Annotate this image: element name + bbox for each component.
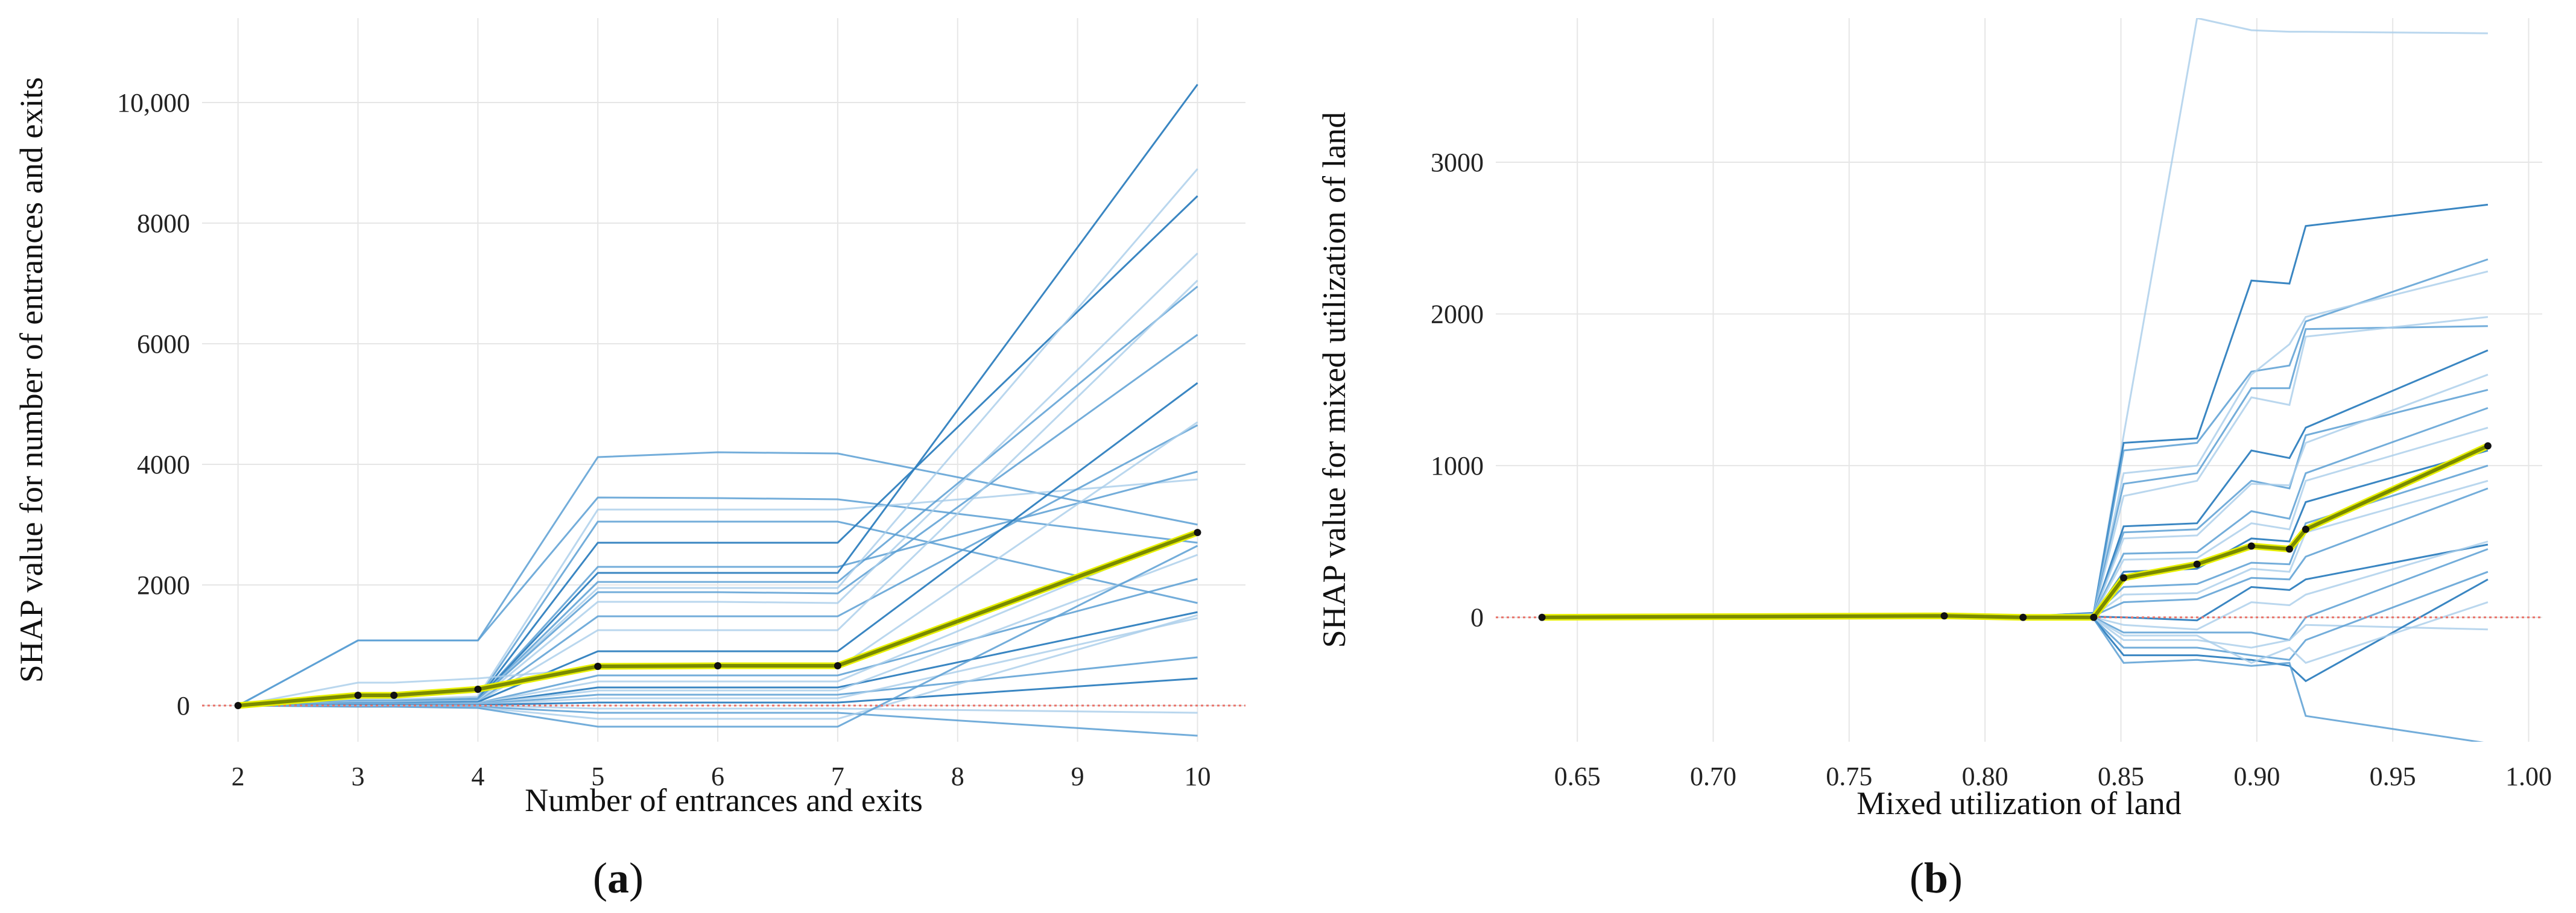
average-point [354, 692, 362, 699]
y-tick-label: 4000 [137, 450, 190, 479]
average-point [2193, 560, 2201, 568]
x-tick-label: 10 [1184, 762, 1210, 791]
x-tick-label: 0.80 [1962, 762, 2008, 791]
average-point [2285, 545, 2293, 553]
y-tick-label: 3000 [1431, 148, 1484, 177]
average-line [238, 531, 1198, 707]
average-point [2484, 442, 2492, 450]
ice-line [238, 545, 1198, 728]
x-tick-label: 2 [232, 762, 245, 791]
y-axis-label: SHAP value for number of entrances and e… [13, 77, 49, 683]
x-tick-label: 0.95 [2370, 762, 2416, 791]
x-tick-label: 0.65 [1554, 762, 1601, 791]
average-point [594, 663, 602, 670]
y-tick-label: 6000 [137, 329, 190, 359]
y-tick-label: 2000 [137, 570, 190, 600]
x-axis-label: Mixed utilization of land [1856, 785, 2181, 821]
average-point [834, 662, 841, 669]
x-tick-label: 8 [951, 762, 964, 791]
y-tick-label: 2000 [1431, 300, 1484, 329]
panel-caption: (b) [1910, 854, 1963, 902]
average-point [1194, 529, 1201, 536]
x-tick-label: 0.90 [2233, 762, 2280, 791]
average-point [2247, 542, 2255, 550]
average-point [234, 702, 242, 709]
y-tick-label: 0 [177, 691, 190, 721]
chart-panel-a: 2 3 4 5 6 7 8 9 10 0 2000 4000 6000 8000 10,000 Number … [13, 18, 1245, 902]
average-line [1542, 444, 2489, 619]
x-tick-label: 7 [831, 762, 844, 791]
average-point [714, 662, 722, 669]
average-point [2120, 574, 2127, 582]
ice-line [238, 478, 1198, 707]
ice-line [237, 496, 1198, 707]
average-point [390, 692, 398, 699]
plot-area [202, 84, 1245, 737]
y-axis-label: SHAP value for mixed utilization of land [1316, 112, 1352, 648]
plot-area [1496, 18, 2542, 742]
y-tick-label: 0 [1470, 603, 1484, 633]
x-tick-label: 5 [591, 762, 604, 791]
x-tick-label: 4 [471, 762, 484, 791]
average-point [1538, 613, 1546, 621]
x-tick-label: 9 [1071, 762, 1084, 791]
average-point [2302, 525, 2309, 533]
average-point [2019, 613, 2027, 621]
ice-line [238, 252, 1198, 707]
y-tick-label: 1000 [1431, 451, 1484, 481]
average-point [2090, 613, 2098, 621]
x-tick-label: 3 [352, 762, 365, 791]
y-tick-label: 8000 [137, 209, 190, 238]
x-tick-label: 0.85 [2098, 762, 2144, 791]
x-axis-label: Number of entrances and exits [525, 782, 923, 818]
x-tick-label: 0.70 [1690, 762, 1736, 791]
average-point [474, 686, 482, 693]
average-point [1940, 612, 1948, 620]
chart-panel-b: 0.65 0.70 0.75 0.80 0.85 0.90 0.95 1.00 0 1000 200… [1316, 18, 2552, 902]
x-tick-label: 0.75 [1826, 762, 1872, 791]
y-tick-label: 10,000 [117, 88, 190, 118]
x-tick-label: 6 [711, 762, 724, 791]
panel-caption: (a) [593, 854, 644, 902]
ice-line [238, 520, 1198, 707]
x-tick-label: 1.00 [2505, 762, 2552, 791]
